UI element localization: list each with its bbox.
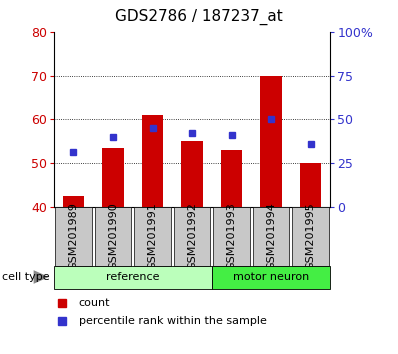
Text: percentile rank within the sample: percentile rank within the sample: [79, 316, 267, 326]
Bar: [293, 207, 329, 266]
Text: motor neuron: motor neuron: [233, 272, 309, 282]
Text: GSM201993: GSM201993: [226, 202, 236, 270]
Bar: [220, 150, 242, 207]
Bar: [95, 207, 131, 266]
Text: cell type: cell type: [2, 272, 50, 282]
Bar: [253, 207, 289, 266]
Bar: [62, 196, 84, 207]
Text: count: count: [79, 298, 110, 308]
Text: GSM201990: GSM201990: [108, 202, 118, 270]
Bar: [181, 141, 203, 207]
Bar: [213, 207, 250, 266]
Text: GSM201992: GSM201992: [187, 202, 197, 270]
Bar: [142, 115, 164, 207]
Bar: [300, 163, 322, 207]
Bar: [212, 266, 330, 289]
Text: GSM201994: GSM201994: [266, 202, 276, 270]
Text: GSM201995: GSM201995: [306, 202, 316, 270]
Bar: [260, 76, 282, 207]
Text: GSM201991: GSM201991: [148, 202, 158, 270]
Text: reference: reference: [106, 272, 160, 282]
Bar: [174, 207, 210, 266]
Bar: [135, 207, 171, 266]
Bar: [54, 266, 212, 289]
Text: GDS2786 / 187237_at: GDS2786 / 187237_at: [115, 9, 283, 25]
Bar: [102, 148, 124, 207]
Text: GSM201989: GSM201989: [68, 202, 78, 270]
Polygon shape: [34, 270, 49, 284]
Bar: [55, 207, 92, 266]
